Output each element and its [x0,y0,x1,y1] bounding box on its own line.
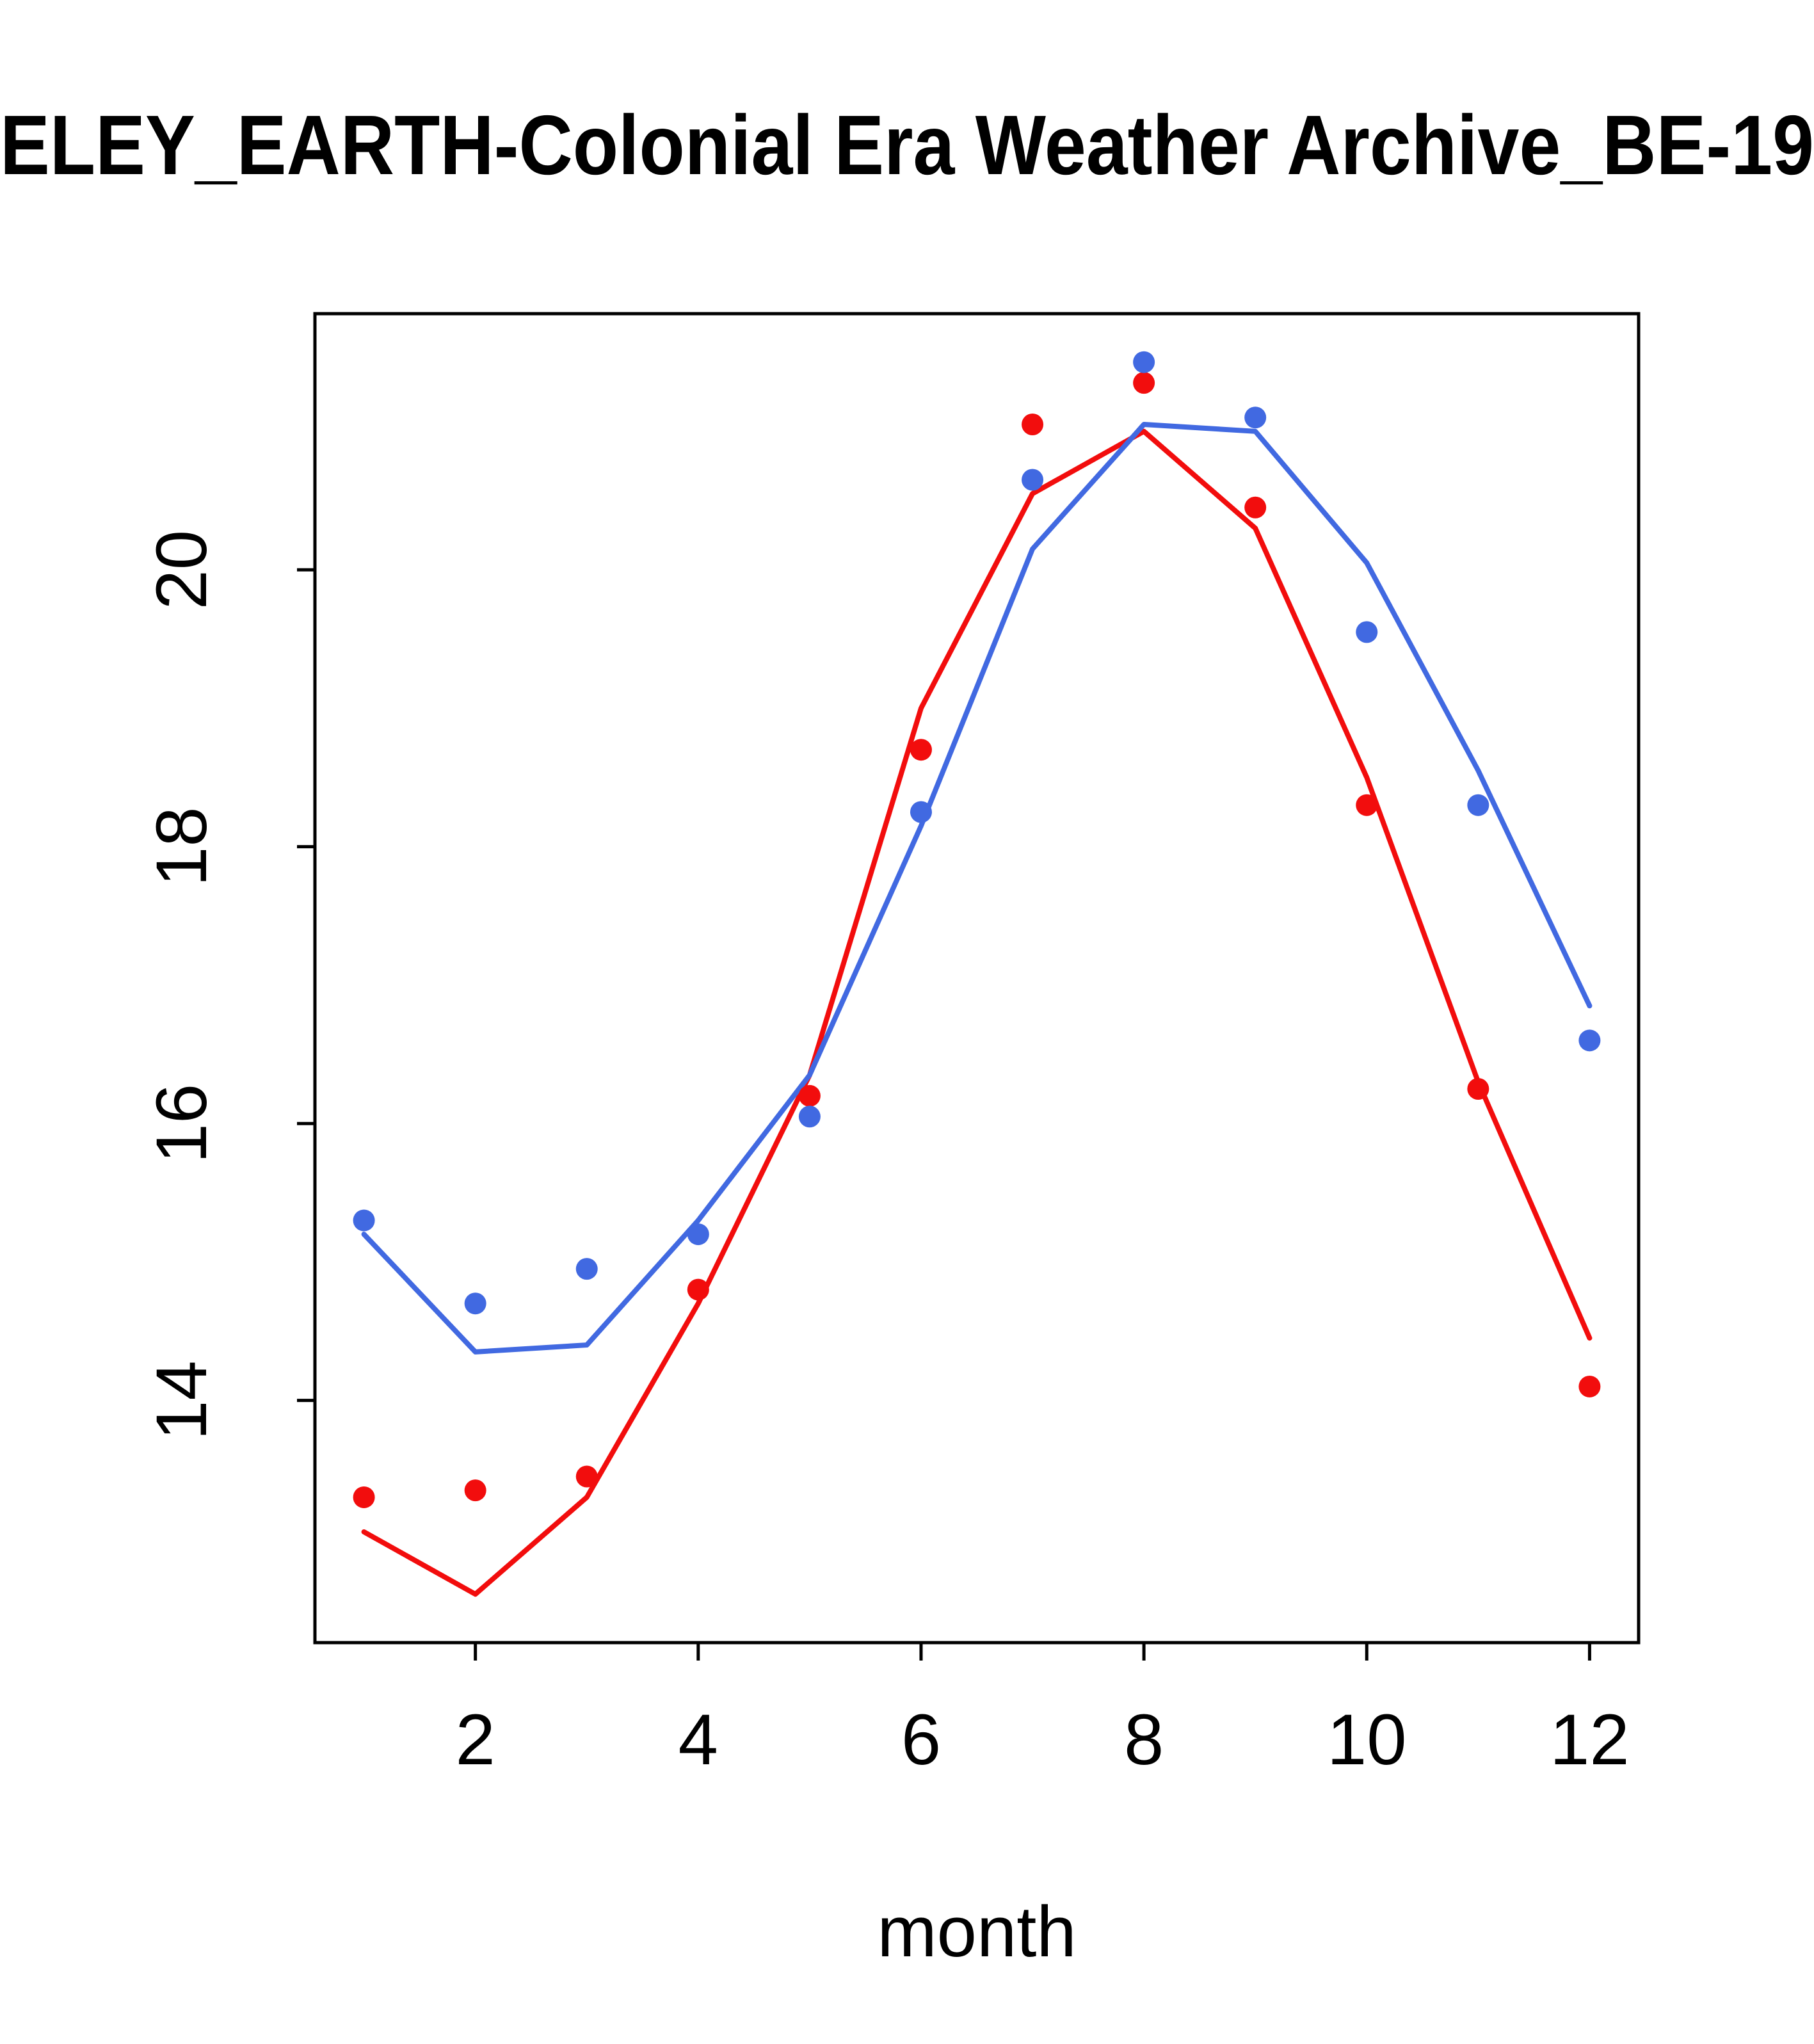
blue-point [1467,794,1489,816]
red-point [575,1465,598,1488]
red-point [1578,1375,1601,1397]
red-point [1356,794,1378,816]
blue-point [575,1258,598,1280]
y-tick-label: 16 [141,1084,221,1164]
red-point [687,1278,709,1301]
x-tick-label: 12 [1550,1700,1630,1780]
x-tick-label: 10 [1327,1700,1407,1780]
blue-point [910,801,932,823]
red-point [798,1084,821,1107]
red-point [353,1486,375,1508]
blue-point [464,1292,486,1315]
red-point [1133,372,1155,394]
blue-point [1578,1029,1601,1052]
x-tick-label: 6 [901,1700,941,1780]
plot-box [313,312,1641,1645]
x-tick-label: 8 [1124,1700,1164,1780]
red-point [910,739,932,761]
x-tick-label: 4 [678,1700,718,1780]
red-point [1022,414,1044,435]
chart-title: ELEY_EARTH-Colonial Era Weather Archive_… [0,98,1814,192]
red-point [1467,1078,1489,1100]
blue-point [1356,621,1378,643]
red-point [464,1479,486,1502]
red-trend-line [361,428,1593,1597]
blue-point [798,1106,821,1128]
blue-point [1133,351,1155,373]
blue-point [1244,406,1267,429]
blue-point [1022,469,1044,491]
plot-area: 2 4 6 8 10 12 14 16 18 20 [141,312,1641,1780]
y-tick-label: 20 [141,530,221,610]
blue-trend-line [361,422,1593,1355]
blue-point [353,1209,375,1232]
blue-point [687,1223,709,1246]
red-point [1244,496,1267,519]
y-tick-label: 14 [141,1360,221,1440]
x-axis-label: month [877,1892,1076,1972]
y-tick-label: 18 [141,807,221,887]
x-tick-label: 2 [456,1700,495,1780]
